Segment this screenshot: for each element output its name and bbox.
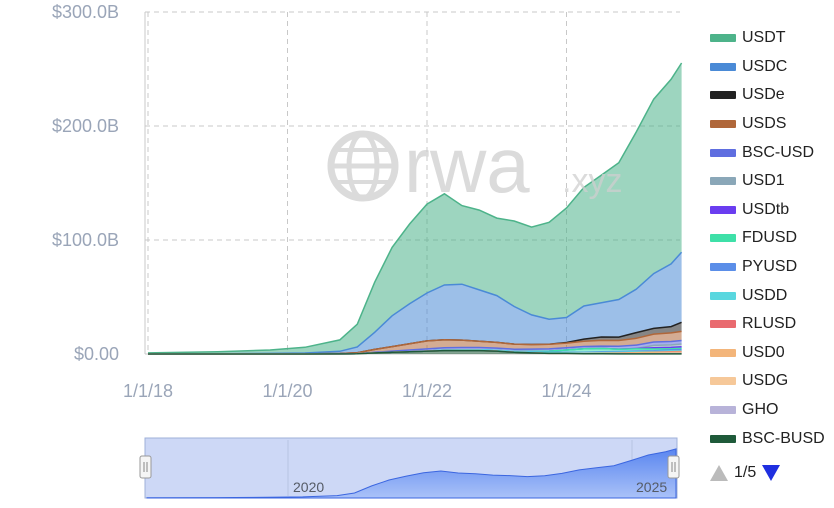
legend-label: GHO xyxy=(742,401,779,419)
navigator-label-2020: 2020 xyxy=(293,479,324,495)
legend-swatch xyxy=(710,406,736,415)
legend-label: USDe xyxy=(742,86,785,104)
legend-swatch xyxy=(710,177,736,186)
x-tick-label-0: 1/1/18 xyxy=(123,381,173,401)
legend-swatch xyxy=(710,148,736,157)
legend-label: USDtb xyxy=(742,200,790,218)
legend-swatch xyxy=(710,348,736,357)
legend: USDT USDC USDe USDS BSC-USD USD1 USDtb FDUSD PYU… xyxy=(710,24,834,453)
legend-label: BSC-BUSD xyxy=(742,429,825,447)
area-usdt xyxy=(148,63,682,354)
legend-swatch xyxy=(710,120,736,129)
area-fdusd xyxy=(148,348,682,354)
legend-item-rlusd[interactable]: RLUSD xyxy=(710,310,834,339)
legend-item-usd1[interactable]: USD1 xyxy=(710,167,834,196)
pager-text: 1/5 xyxy=(734,464,757,481)
legend-swatch xyxy=(710,377,736,386)
legend-label: BSC-USD xyxy=(742,143,815,161)
x-tick-label-1: 1/1/20 xyxy=(262,381,312,401)
legend-label: USD1 xyxy=(742,172,785,190)
y-tick-label-0: $0.00 xyxy=(74,344,119,364)
y-axis-ticks: $0.00 $100.0B $200.0B $300.0B xyxy=(52,2,119,364)
pager-down-icon[interactable] xyxy=(762,465,781,481)
y-tick-label-1: $100.0B xyxy=(52,230,119,250)
legend-item-usds[interactable]: USDS xyxy=(710,110,834,139)
range-navigator[interactable]: 2020 2025 xyxy=(139,437,680,499)
legend-swatch xyxy=(710,434,736,443)
legend-item-usdc[interactable]: USDC xyxy=(710,53,834,82)
legend-swatch xyxy=(710,34,736,43)
legend-item-usde[interactable]: USDe xyxy=(710,81,834,110)
legend-item-usdt[interactable]: USDT xyxy=(710,24,834,53)
legend-item-bsc-usd[interactable]: BSC-USD xyxy=(710,138,834,167)
area-usdc xyxy=(148,252,682,354)
navigator-right-handle[interactable] xyxy=(667,455,680,479)
legend-swatch xyxy=(710,91,736,100)
legend-swatch xyxy=(710,320,736,329)
x-tick-label-2: 1/1/22 xyxy=(402,381,452,401)
legend-label: USDS xyxy=(742,115,787,133)
legend-label: PYUSD xyxy=(742,258,798,276)
line-bsc-busd xyxy=(148,349,682,355)
legend-item-usdg[interactable]: USDG xyxy=(710,367,834,396)
legend-label: USDG xyxy=(742,372,789,390)
legend-swatch xyxy=(710,234,736,243)
legend-item-usd0[interactable]: USD0 xyxy=(710,339,834,368)
watermark-brand: rwa xyxy=(404,121,530,209)
y-tick-label-2: $200.0B xyxy=(52,116,119,136)
legend-swatch xyxy=(710,205,736,214)
x-axis-ticks: 1/1/18 1/1/20 1/1/22 1/1/24 xyxy=(123,381,592,401)
navigator-series xyxy=(146,448,677,499)
legend-label: USDC xyxy=(742,57,788,75)
legend-swatch xyxy=(710,62,736,71)
watermark: rwa .xyz xyxy=(327,121,622,209)
legend-label: RLUSD xyxy=(742,315,797,333)
legend-item-gho[interactable]: GHO xyxy=(710,396,834,425)
legend-swatch xyxy=(710,291,736,300)
legend-item-usdd[interactable]: USDD xyxy=(710,281,834,310)
navigator-left-handle[interactable] xyxy=(139,455,152,479)
line-usdc xyxy=(147,251,683,355)
legend-item-bsc-busd[interactable]: BSC-BUSD xyxy=(710,424,834,453)
navigator-label-2025: 2025 xyxy=(636,479,667,495)
area-bsc-busd xyxy=(148,350,682,354)
legend-item-fdusd[interactable]: FDUSD xyxy=(710,224,834,253)
legend-label: FDUSD xyxy=(742,229,798,247)
legend-label: USDD xyxy=(742,286,788,304)
pager-up-icon[interactable] xyxy=(710,465,728,481)
legend-label: USDT xyxy=(742,29,786,47)
legend-item-pyusd[interactable]: PYUSD xyxy=(710,253,834,282)
legend-pager: 1/5 xyxy=(710,464,781,482)
legend-swatch xyxy=(710,263,736,272)
legend-item-usdtb[interactable]: USDtb xyxy=(710,196,834,225)
watermark-suffix: .xyz xyxy=(562,162,622,200)
line-usdt xyxy=(147,62,683,354)
y-tick-label-3: $300.0B xyxy=(52,2,119,22)
stacked-areas xyxy=(147,62,683,355)
x-tick-label-3: 1/1/24 xyxy=(541,381,591,401)
legend-label: USD0 xyxy=(742,343,785,361)
